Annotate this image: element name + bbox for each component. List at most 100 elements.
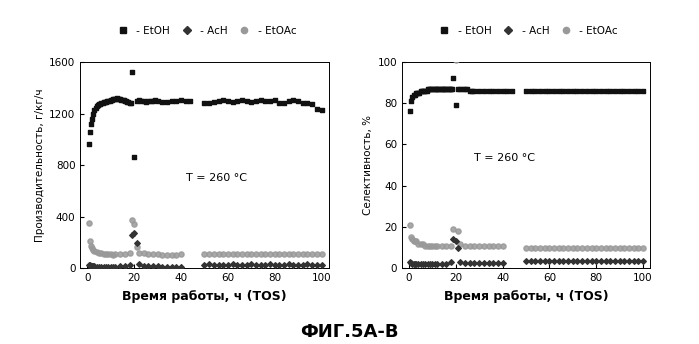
Point xyxy=(410,239,421,244)
Point xyxy=(85,263,96,268)
Point xyxy=(478,243,489,248)
Point xyxy=(469,260,480,266)
Point xyxy=(96,264,107,270)
Point xyxy=(278,251,289,257)
Point xyxy=(407,261,418,267)
Point xyxy=(124,100,135,105)
Point xyxy=(250,262,261,268)
Point xyxy=(171,98,182,104)
Point xyxy=(101,251,112,257)
Point xyxy=(94,102,105,107)
Point xyxy=(544,88,555,94)
Point xyxy=(241,98,252,104)
Point xyxy=(628,88,640,94)
Point xyxy=(87,263,98,269)
Point xyxy=(539,245,550,250)
Point xyxy=(544,245,555,250)
Point xyxy=(436,243,447,248)
Point xyxy=(424,243,435,248)
Point xyxy=(466,88,477,94)
Point xyxy=(464,243,475,248)
Point xyxy=(628,245,640,250)
Point xyxy=(405,259,416,265)
Point xyxy=(582,88,593,94)
Point xyxy=(610,258,621,264)
Point xyxy=(483,88,494,94)
Point xyxy=(106,252,117,257)
Point xyxy=(457,86,468,92)
Point xyxy=(199,262,210,268)
Point xyxy=(591,258,602,264)
Point xyxy=(431,243,442,248)
Point xyxy=(586,258,597,264)
Point xyxy=(464,88,475,94)
Point xyxy=(520,258,531,264)
Point xyxy=(83,142,94,147)
Point xyxy=(405,260,417,266)
Point xyxy=(103,251,114,257)
Point xyxy=(255,97,266,103)
Point xyxy=(535,245,546,250)
Point xyxy=(84,238,95,243)
Point xyxy=(452,228,463,234)
Point xyxy=(497,260,508,266)
Point xyxy=(563,258,574,264)
Point xyxy=(582,245,593,250)
Point xyxy=(424,86,435,92)
Point xyxy=(600,245,611,250)
Point xyxy=(288,262,299,268)
Point xyxy=(637,88,649,94)
Point xyxy=(136,98,147,104)
Legend:  - EtOH,  - AcH,  - EtOAc: - EtOH, - AcH, - EtOAc xyxy=(434,26,618,36)
Point xyxy=(419,243,431,248)
Point xyxy=(115,251,126,257)
Point xyxy=(236,251,247,257)
Point xyxy=(637,258,649,264)
Point xyxy=(120,263,131,269)
Point xyxy=(429,86,440,92)
Point xyxy=(410,90,421,96)
Point xyxy=(118,98,129,103)
Point xyxy=(452,245,463,250)
Point xyxy=(448,237,459,242)
Point xyxy=(166,98,178,104)
Point xyxy=(157,264,168,269)
Point xyxy=(302,262,313,267)
Point xyxy=(506,88,517,94)
Point xyxy=(217,262,229,268)
Point xyxy=(101,99,112,105)
Point xyxy=(549,88,560,94)
Point xyxy=(87,111,99,116)
Point xyxy=(567,88,578,94)
Point xyxy=(539,258,550,264)
Point xyxy=(412,241,424,246)
Point xyxy=(140,99,152,105)
Point xyxy=(558,258,569,264)
Point xyxy=(488,260,499,266)
Point xyxy=(637,245,649,250)
Point xyxy=(302,251,313,256)
Point xyxy=(405,222,416,228)
Point xyxy=(161,252,173,258)
Point xyxy=(222,251,233,257)
Point xyxy=(260,251,271,257)
Point xyxy=(124,250,135,256)
Point xyxy=(104,98,115,104)
Point xyxy=(438,86,449,92)
Point xyxy=(297,251,308,257)
Point xyxy=(431,86,442,92)
Point xyxy=(429,261,440,267)
Point xyxy=(109,96,120,102)
Point xyxy=(429,243,440,248)
Point xyxy=(264,98,275,104)
Point xyxy=(203,251,215,256)
Point xyxy=(572,245,583,250)
X-axis label: Время работы, ч (TOS): Время работы, ч (TOS) xyxy=(444,290,608,303)
Point xyxy=(596,245,607,250)
Point xyxy=(408,261,419,267)
Point xyxy=(91,264,102,269)
Point xyxy=(171,252,182,257)
Point xyxy=(563,88,574,94)
Point xyxy=(108,264,119,269)
Point xyxy=(492,243,503,248)
